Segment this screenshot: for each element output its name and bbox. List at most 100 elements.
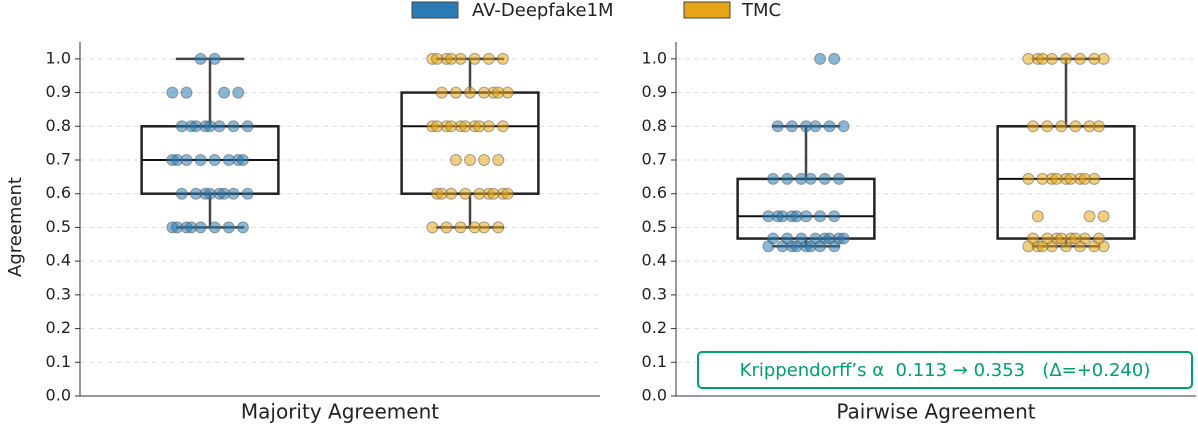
data-point [468, 52, 481, 65]
data-point [222, 154, 235, 166]
data-point [241, 120, 254, 133]
data-point [1036, 52, 1049, 65]
data-point [445, 52, 458, 65]
y-tick-label: 0.1 [642, 352, 667, 371]
data-point [487, 187, 500, 200]
data-point [1064, 172, 1077, 185]
data-point [171, 221, 184, 234]
data-point [241, 187, 254, 200]
data-point [1036, 172, 1049, 185]
data-point [837, 120, 850, 133]
data-point [431, 120, 444, 133]
annotation-box [697, 351, 1193, 389]
legend-swatch [683, 1, 731, 19]
data-point [454, 221, 467, 234]
data-point [496, 120, 509, 133]
data-point [232, 86, 245, 99]
data-point [459, 187, 472, 200]
y-tick-label: 0.3 [46, 284, 71, 303]
data-point [809, 232, 822, 245]
legend-swatch [411, 1, 459, 19]
data-point [185, 221, 198, 234]
y-tick-label: 1.0 [642, 48, 667, 67]
data-point [767, 232, 780, 245]
data-point [440, 221, 453, 234]
legend-label: TMC [741, 0, 781, 21]
y-tick-label: 0.9 [642, 82, 667, 101]
data-point [501, 187, 514, 200]
data-point [1083, 120, 1096, 133]
data-point [795, 232, 808, 245]
data-point [208, 154, 221, 166]
data-point [478, 154, 491, 166]
data-point [837, 232, 850, 245]
data-point [445, 120, 458, 133]
data-point [435, 86, 448, 99]
data-point [832, 172, 845, 185]
y-tick-label: 0.4 [46, 251, 71, 270]
data-point [175, 120, 188, 133]
data-point [1078, 172, 1091, 185]
y-axis-label: Agreement [5, 177, 26, 277]
data-point [785, 120, 798, 133]
data-point [1088, 52, 1101, 65]
data-point [208, 221, 221, 234]
y-tick-label: 0.5 [642, 217, 667, 236]
data-point [1022, 172, 1035, 185]
data-point [464, 154, 476, 166]
data-point [208, 52, 221, 65]
data-point [814, 52, 827, 65]
data-point [795, 172, 808, 185]
data-point [464, 86, 476, 99]
data-point [482, 52, 495, 65]
data-point [1027, 120, 1040, 133]
y-tick-label: 0.8 [642, 116, 667, 135]
data-point [473, 187, 486, 200]
data-point [478, 86, 491, 99]
data-point [431, 52, 444, 65]
data-point [468, 221, 481, 234]
data-point [166, 86, 179, 99]
data-point [1092, 232, 1105, 245]
data-point [1069, 232, 1082, 245]
y-tick-label: 0.6 [46, 183, 71, 202]
data-point [1055, 120, 1068, 133]
data-point [218, 187, 231, 200]
y-tick-label: 0.2 [642, 318, 667, 337]
data-point [823, 120, 836, 133]
data-point [828, 210, 841, 223]
data-point [222, 221, 235, 234]
x-axis-label: Pairwise Agreement [836, 400, 1035, 424]
data-point [449, 154, 462, 166]
data-point [189, 120, 202, 133]
data-point [823, 232, 836, 245]
box [400, 91, 540, 195]
data-point [492, 154, 505, 166]
y-tick-label: 0.0 [642, 386, 667, 405]
data-point [767, 172, 780, 185]
data-point [492, 221, 505, 234]
y-tick-label: 0.7 [642, 150, 667, 169]
data-point [473, 120, 486, 133]
y-tick-label: 0.9 [46, 82, 71, 101]
data-point [800, 120, 812, 133]
box [736, 177, 876, 240]
data-point [1050, 172, 1063, 185]
data-point [426, 221, 439, 234]
data-point [762, 210, 775, 223]
y-tick-label: 0.2 [46, 318, 71, 337]
data-point [1022, 52, 1035, 65]
y-tick-label: 0.1 [46, 352, 71, 371]
x-axis-label: Majority Agreement [241, 400, 439, 424]
data-point [496, 52, 509, 65]
data-point [194, 154, 207, 166]
data-point [1074, 52, 1087, 65]
data-point [492, 86, 505, 99]
annotation: Krippendorff’s α 0.113 → 0.353 (Δ=+0.240… [740, 360, 1151, 381]
data-point [776, 210, 789, 223]
data-point [1041, 120, 1054, 133]
data-point [236, 154, 249, 166]
data-point [171, 154, 184, 166]
y-tick-label: 0.0 [46, 386, 71, 405]
